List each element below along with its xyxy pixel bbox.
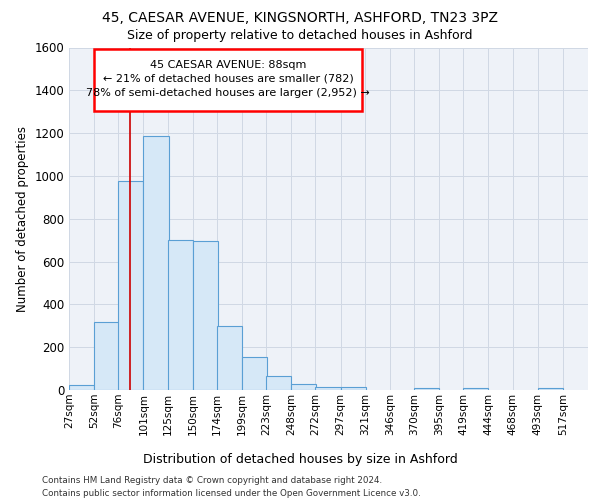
- FancyBboxPatch shape: [94, 49, 362, 110]
- Bar: [143, 136, 169, 390]
- Bar: [242, 357, 267, 390]
- Bar: [414, 388, 439, 390]
- Bar: [94, 322, 119, 390]
- Bar: [538, 388, 563, 390]
- Y-axis label: Number of detached properties: Number of detached properties: [16, 126, 29, 312]
- Bar: [291, 384, 316, 390]
- Bar: [463, 388, 488, 390]
- Bar: [118, 182, 143, 390]
- Bar: [266, 376, 291, 390]
- Text: Contains HM Land Registry data © Crown copyright and database right 2024.: Contains HM Land Registry data © Crown c…: [42, 476, 382, 485]
- Bar: [193, 241, 218, 390]
- Text: Distribution of detached houses by size in Ashford: Distribution of detached houses by size …: [143, 452, 457, 466]
- Bar: [69, 384, 94, 390]
- Bar: [341, 387, 366, 390]
- Text: 45 CAESAR AVENUE: 88sqm
← 21% of detached houses are smaller (782)
78% of semi-d: 45 CAESAR AVENUE: 88sqm ← 21% of detache…: [86, 60, 370, 98]
- Bar: [316, 387, 341, 390]
- Bar: [167, 240, 193, 390]
- Text: Size of property relative to detached houses in Ashford: Size of property relative to detached ho…: [127, 29, 473, 42]
- Text: Contains public sector information licensed under the Open Government Licence v3: Contains public sector information licen…: [42, 489, 421, 498]
- Text: 45, CAESAR AVENUE, KINGSNORTH, ASHFORD, TN23 3PZ: 45, CAESAR AVENUE, KINGSNORTH, ASHFORD, …: [102, 11, 498, 25]
- Bar: [217, 326, 242, 390]
